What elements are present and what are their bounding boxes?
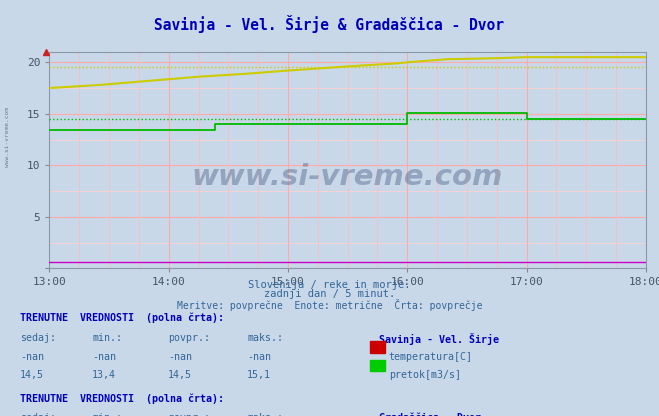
Text: www.si-vreme.com: www.si-vreme.com	[5, 107, 11, 167]
Text: maks.:: maks.:	[247, 333, 283, 343]
Text: min.:: min.:	[92, 413, 123, 416]
Text: temperatura[C]: temperatura[C]	[389, 352, 473, 362]
Text: povpr.:: povpr.:	[168, 413, 210, 416]
Text: min.:: min.:	[92, 333, 123, 343]
Text: Savinja - Vel. Širje & Gradaščica - Dvor: Savinja - Vel. Širje & Gradaščica - Dvor	[154, 15, 505, 32]
Text: -nan: -nan	[20, 352, 43, 362]
Text: pretok[m3/s]: pretok[m3/s]	[389, 370, 461, 380]
Text: 13,4: 13,4	[92, 370, 116, 380]
Text: Meritve: povprečne  Enote: metrične  Črta: povprečje: Meritve: povprečne Enote: metrične Črta:…	[177, 299, 482, 311]
Text: TRENUTNE  VREDNOSTI  (polna črta):: TRENUTNE VREDNOSTI (polna črta):	[20, 393, 224, 404]
Text: 15,1: 15,1	[247, 370, 271, 380]
Text: Slovenija / reke in morje.: Slovenija / reke in morje.	[248, 280, 411, 290]
Text: sedaj:: sedaj:	[20, 333, 56, 343]
Text: 14,5: 14,5	[20, 370, 43, 380]
Text: zadnji dan / 5 minut.: zadnji dan / 5 minut.	[264, 289, 395, 299]
Text: www.si-vreme.com: www.si-vreme.com	[192, 163, 503, 191]
Text: maks.:: maks.:	[247, 413, 283, 416]
Text: sedaj:: sedaj:	[20, 413, 56, 416]
Text: povpr.:: povpr.:	[168, 333, 210, 343]
Text: 14,5: 14,5	[168, 370, 192, 380]
Text: -nan: -nan	[247, 352, 271, 362]
Text: -nan: -nan	[92, 352, 116, 362]
Text: -nan: -nan	[168, 352, 192, 362]
Text: Savinja - Vel. Širje: Savinja - Vel. Širje	[379, 333, 499, 345]
Text: TRENUTNE  VREDNOSTI  (polna črta):: TRENUTNE VREDNOSTI (polna črta):	[20, 313, 224, 323]
Text: Gradaščica - Dvor: Gradaščica - Dvor	[379, 413, 481, 416]
